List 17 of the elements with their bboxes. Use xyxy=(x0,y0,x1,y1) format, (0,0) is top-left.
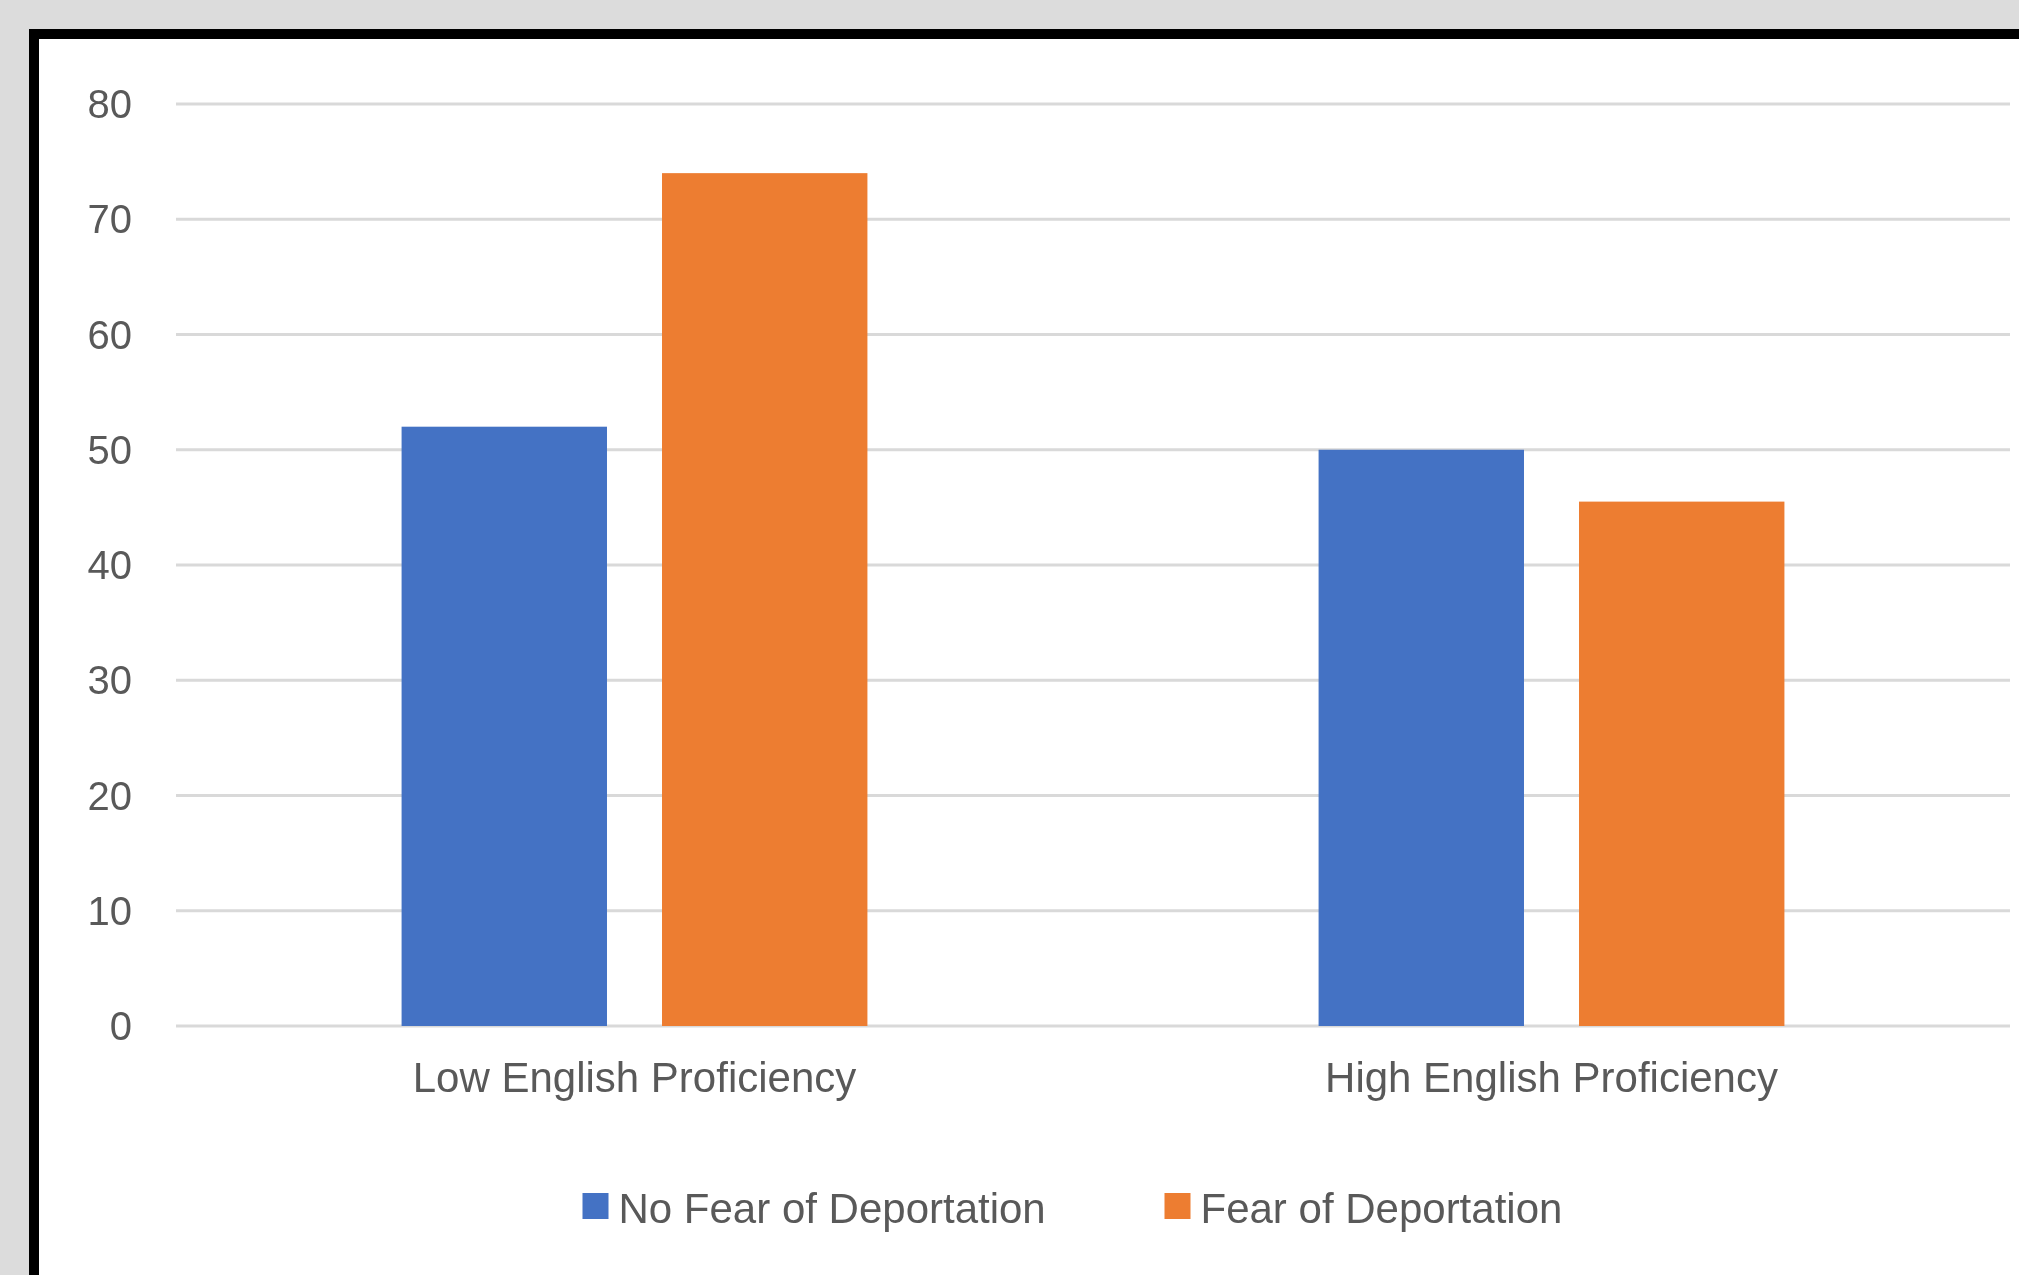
y-tick-label: 10 xyxy=(87,888,132,933)
legend-label: No Fear of Deportation xyxy=(618,1184,1046,1232)
x-tick-label: High English Proficiency xyxy=(1325,1054,1778,1101)
legend-label: Fear of Deportation xyxy=(1200,1184,1563,1232)
y-tick-label: 0 xyxy=(109,1004,132,1048)
y-tick-label: 20 xyxy=(87,773,132,818)
bar xyxy=(401,426,607,1026)
y-tick-label: 30 xyxy=(87,658,132,703)
x-tick-label: Low English Proficiency xyxy=(412,1054,857,1101)
y-tick-label: 60 xyxy=(87,312,132,357)
y-tick-label: 70 xyxy=(87,197,132,242)
y-tick-label: 50 xyxy=(87,427,132,472)
y-tick-label: 80 xyxy=(87,82,132,126)
bar xyxy=(662,173,868,1026)
bar xyxy=(1318,449,1524,1026)
y-tick-label: 40 xyxy=(87,543,132,587)
bar xyxy=(1579,501,1785,1026)
